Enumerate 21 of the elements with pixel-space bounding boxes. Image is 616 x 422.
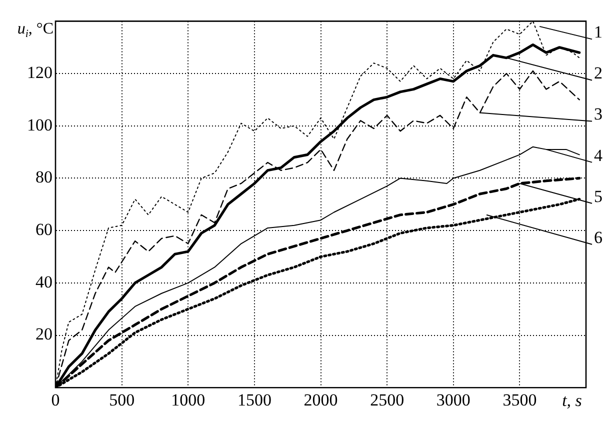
annotation: 5 — [594, 186, 602, 206]
annotation: 6 — [594, 228, 602, 247]
x-tick-label: 1000 — [171, 390, 206, 410]
annotation: 1 — [594, 22, 602, 42]
annotation: 3 — [594, 104, 602, 124]
y-tick-label: 80 — [36, 168, 52, 187]
x-tick-label: 1500 — [237, 390, 272, 410]
x-tick-label: 2000 — [304, 390, 338, 410]
y-tick-label: 100 — [27, 115, 52, 134]
annotation: 2 — [594, 64, 602, 83]
y-tick-label: 120 — [27, 63, 52, 82]
x-tick-label: 2500 — [370, 390, 404, 410]
x-tick-label: 500 — [109, 390, 135, 410]
y-tick-label: 20 — [36, 324, 52, 344]
x-tick-label: 3000 — [436, 390, 470, 410]
y-tick-label: 60 — [36, 220, 52, 240]
y-tick-label: 40 — [36, 272, 52, 292]
annotation: 4 — [594, 146, 603, 165]
x-tick-label: 0 — [51, 390, 60, 410]
x-tick-label: 3500 — [502, 390, 537, 410]
x-axis-title: t, s — [562, 391, 582, 410]
